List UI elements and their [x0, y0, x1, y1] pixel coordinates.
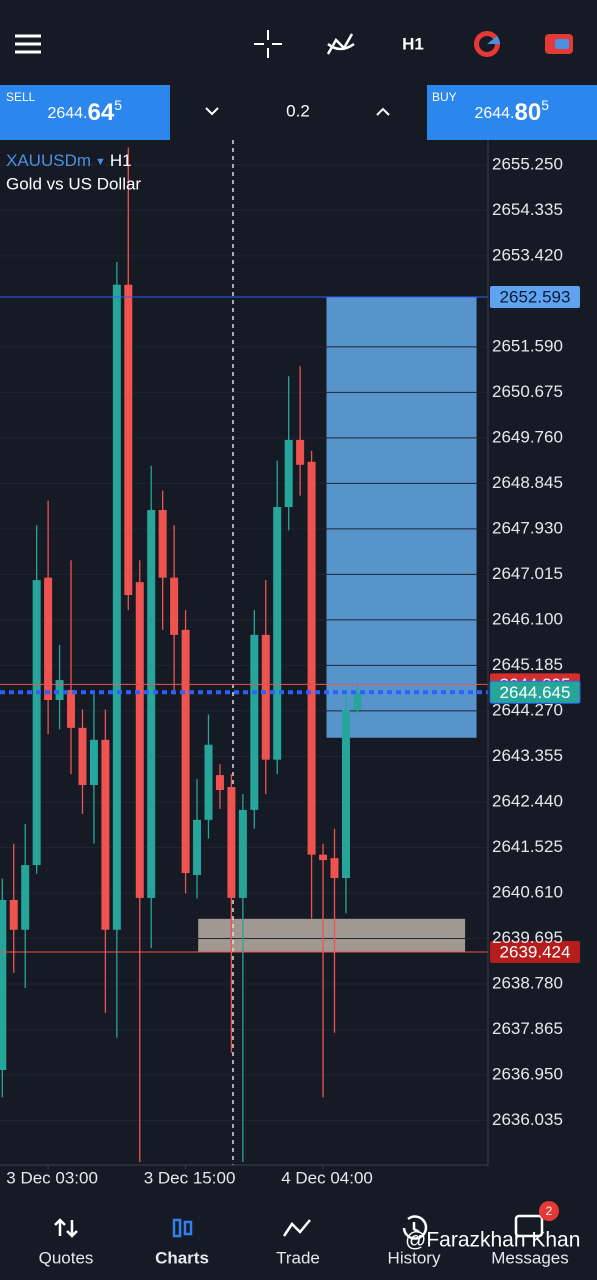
candle-body: [319, 854, 328, 861]
candle-body: [147, 510, 156, 898]
candle-body: [135, 582, 144, 898]
menu-button[interactable]: [15, 34, 41, 54]
candle-body: [124, 284, 133, 596]
x-tick-label: 3 Dec 15:00: [144, 1168, 236, 1187]
candle-body: [296, 439, 305, 465]
candle-body: [32, 580, 41, 866]
messages-badge-count: 2: [546, 1204, 553, 1218]
candle-body: [250, 634, 259, 810]
candle-body: [67, 690, 76, 728]
candle-body: [89, 739, 98, 786]
price-tag: [489, 680, 581, 704]
candle-body: [170, 577, 179, 635]
candle-body: [101, 739, 110, 930]
volume-value[interactable]: 0.2: [286, 101, 310, 120]
y-tick-label: 2637.865: [492, 1019, 563, 1038]
axes: 2655.250 2654.335 2653.420 2651.590 2650.675…: [6, 154, 563, 1187]
zone: [326, 297, 477, 738]
watermark: @Farazkhan Khan: [405, 1229, 580, 1252]
y-tick-label: 2643.355: [492, 746, 563, 765]
candle-body: [55, 680, 64, 700]
nav-item[interactable]: Trade: [276, 1248, 320, 1267]
y-tick-label: 2647.930: [492, 518, 563, 537]
x-tick-label: 3 Dec 03:00: [6, 1168, 98, 1187]
buy-button[interactable]: [427, 85, 597, 140]
messages-badge: [539, 1201, 559, 1221]
y-tick-label: 2644.270: [492, 700, 563, 719]
volume-decrease[interactable]: [205, 107, 219, 116]
y-tick-label: 2639.695: [492, 928, 563, 947]
candle-body: [261, 634, 270, 760]
price-tag-label: 2639.424: [500, 942, 571, 961]
y-tick-label: 2636.035: [492, 1110, 563, 1129]
candle-body: [181, 629, 190, 874]
candle-body: [227, 787, 236, 898]
sell-label: SELL: [6, 90, 36, 104]
candle-body: [330, 858, 339, 879]
candle-body: [112, 284, 121, 930]
sell-button[interactable]: [0, 85, 170, 140]
candle-body: [21, 865, 30, 930]
price-tag-label: 2652.593: [500, 287, 571, 306]
y-tick-label: 2650.675: [492, 382, 563, 401]
timeframe-button[interactable]: H1: [402, 34, 424, 53]
y-tick-label: 2638.780: [492, 973, 563, 992]
y-tick-label: 2642.440: [492, 791, 563, 810]
candle-body: [44, 577, 53, 700]
buy-label: BUY: [432, 90, 457, 104]
candle-body: [353, 692, 362, 710]
y-tick-label: 2648.845: [492, 473, 563, 492]
crosshair-button[interactable]: [254, 30, 282, 58]
y-tick-label: 2654.335: [492, 200, 563, 219]
x-tick-label: 4 Dec 04:00: [281, 1168, 373, 1187]
y-tick-label: 2646.100: [492, 609, 563, 628]
sell-price: 2644.645: [47, 97, 122, 127]
candle-body: [78, 727, 87, 786]
indicators-button[interactable]: [326, 33, 355, 55]
candle-body: [284, 439, 293, 508]
nav-item[interactable]: Charts: [155, 1248, 209, 1267]
chart-subtitle: Gold vs US Dollar: [6, 174, 141, 193]
volume-increase[interactable]: [376, 107, 390, 116]
y-tick-label: 2651.590: [492, 336, 563, 355]
candle-body: [341, 709, 350, 879]
grid: [0, 164, 488, 1121]
y-tick-label: 2647.015: [492, 564, 563, 583]
candle-body: [9, 899, 18, 930]
zone: [198, 918, 466, 952]
candle-body: [238, 809, 247, 898]
trade-toggle-button[interactable]: [545, 34, 573, 54]
candle-body: [215, 775, 224, 791]
y-tick-label: 2636.950: [492, 1064, 563, 1083]
objects-button[interactable]: [474, 31, 500, 57]
nav-item[interactable]: Messages: [491, 1248, 568, 1267]
buy-price: 2644.805: [474, 97, 549, 127]
y-tick-label: 2641.525: [492, 837, 563, 856]
candle-body: [193, 819, 202, 876]
y-tick-label: 2640.610: [492, 882, 563, 901]
y-tick-label: 2645.185: [492, 655, 563, 674]
candle-body: [307, 461, 316, 855]
y-tick-label: 2655.250: [492, 154, 563, 173]
nav-item[interactable]: Quotes: [39, 1248, 94, 1267]
y-tick-label: 2653.420: [492, 245, 563, 264]
bottom-nav: Quotes Charts Trade History Messages: [39, 1248, 569, 1267]
y-tick-label: 2649.760: [492, 427, 563, 446]
nav-item[interactable]: History: [388, 1248, 441, 1267]
chart-symbol: XAUUSDm ▼ H1: [6, 151, 132, 170]
candle-body: [0, 899, 7, 1071]
candles: [0, 147, 362, 1163]
candle-body: [204, 744, 213, 820]
candle-body: [273, 507, 282, 760]
price-tag: [490, 940, 580, 963]
price-tag: [490, 286, 580, 309]
price-tag-label: 2644.645: [500, 683, 571, 702]
candle-body: [158, 510, 167, 578]
nav-icons: [54, 1214, 544, 1240]
